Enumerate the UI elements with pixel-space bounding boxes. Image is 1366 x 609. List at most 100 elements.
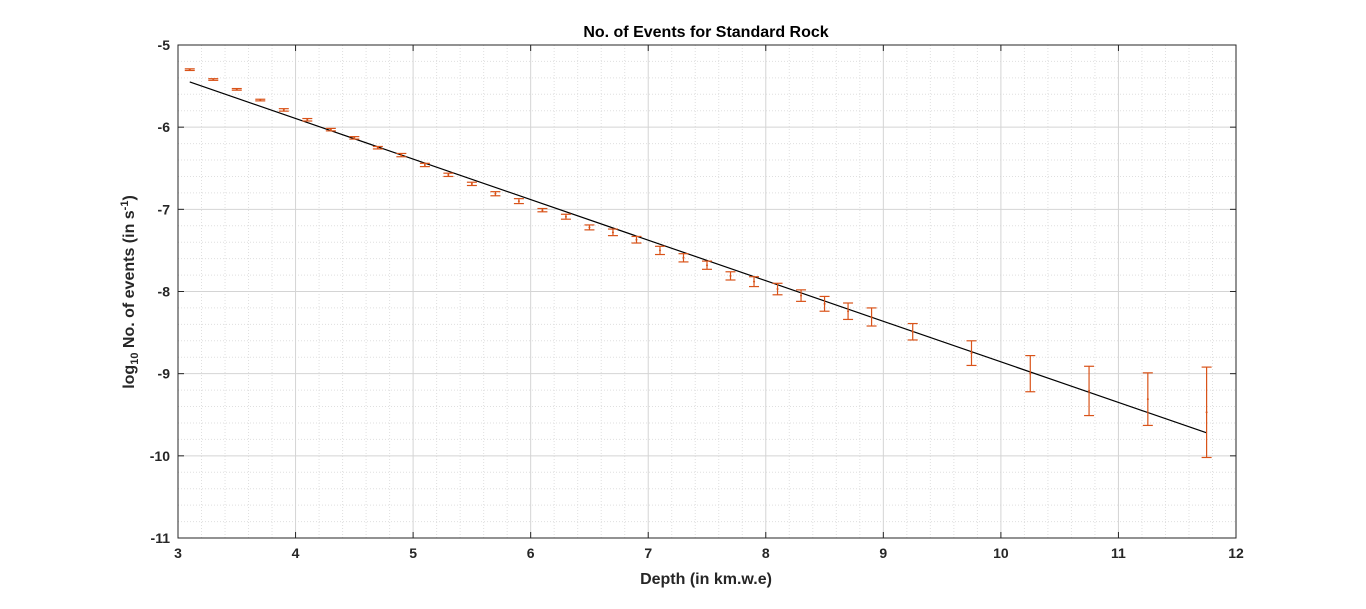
error-bar-point (208, 78, 219, 81)
error-bar-point (325, 127, 336, 132)
error-bar-point (231, 87, 242, 91)
error-bar-point (725, 271, 736, 281)
data-point-marker (1029, 372, 1032, 375)
error-bar-point (866, 307, 877, 327)
data-point-marker (706, 264, 708, 267)
error-bar-point (349, 136, 360, 140)
data-point-marker (306, 118, 309, 121)
data-point-marker (970, 352, 973, 355)
data-point-marker (800, 294, 803, 297)
error-bar-point (396, 152, 407, 158)
x-tick-label: 6 (527, 545, 535, 561)
error-bar-point (678, 253, 689, 263)
data-point-marker (470, 182, 473, 185)
data-point-marker (847, 310, 850, 313)
error-bar-point (372, 145, 383, 150)
error-bar-point (749, 276, 760, 288)
fit-line (189, 81, 1207, 434)
error-bar-point (796, 289, 807, 302)
y-tick-label: -11 (151, 530, 171, 546)
data-point-marker (823, 302, 826, 305)
y-axis-label-main: No. of events (in s (121, 210, 138, 352)
data-point-marker (400, 154, 403, 157)
x-axis-label: Depth (in km.w.e) (640, 571, 772, 588)
error-bar-point (819, 295, 830, 312)
data-point-marker (682, 256, 685, 259)
error-bar-point (584, 224, 595, 231)
data-point-marker (188, 68, 191, 71)
error-bar-point (843, 302, 854, 321)
data-point-marker (376, 146, 379, 149)
x-tick-label: 12 (1228, 545, 1244, 561)
data-point-marker (753, 280, 756, 283)
data-point-marker (259, 99, 262, 102)
data-point-marker (776, 288, 779, 291)
data-point-marker (635, 238, 638, 241)
error-bar-point (490, 191, 501, 197)
error-bar-point (966, 340, 977, 367)
data-point-marker (329, 128, 332, 131)
data-point-marker (1205, 411, 1208, 414)
y-tick-label: -6 (158, 119, 171, 135)
x-tick-label: 5 (409, 545, 417, 561)
error-bar-point (1084, 365, 1095, 417)
data-point-marker (541, 209, 544, 212)
data-point-marker (212, 78, 215, 81)
error-bar-point (631, 235, 642, 244)
error-bar-point (466, 181, 477, 187)
error-bar-point (1025, 354, 1036, 393)
error-bar-point (537, 207, 548, 213)
data-point-marker (235, 88, 238, 91)
data-point-marker (729, 274, 732, 277)
data-point-marker (588, 226, 591, 229)
chart-title: No. of Events for Standard Rock (583, 24, 828, 41)
error-bar-point (513, 198, 524, 205)
data-point-marker (517, 200, 520, 203)
error-bar-point (278, 108, 289, 112)
y-axis-label: log10 No. of events (in s-1) (119, 195, 141, 389)
y-tick-label: -7 (158, 201, 171, 217)
y-axis-label-subscript: 10 (129, 353, 141, 365)
x-tick-label: 3 (174, 545, 182, 561)
x-tick-label: 4 (292, 545, 300, 561)
error-bar-point (1201, 366, 1212, 459)
y-tick-label: -5 (158, 37, 171, 53)
error-bar-point (772, 282, 783, 296)
data-point-marker (282, 108, 285, 111)
data-point-marker (611, 231, 614, 234)
data-point-marker (494, 192, 497, 195)
x-tick-label: 7 (644, 545, 652, 561)
error-bar-point (907, 322, 918, 341)
data-point-marker (1146, 398, 1149, 401)
data-point-marker (658, 249, 661, 252)
error-bar-point (654, 245, 665, 256)
x-tick-label: 8 (762, 545, 770, 561)
y-axis-label-close: ) (121, 195, 138, 200)
data-point-marker (353, 136, 356, 139)
y-tick-label: -8 (158, 284, 171, 300)
y-tick-label: -10 (150, 448, 170, 464)
x-tick-label: 10 (993, 545, 1009, 561)
error-bar-point (255, 98, 266, 102)
data-point-marker (870, 315, 873, 318)
data-point-marker (564, 215, 567, 218)
error-bar-point (302, 117, 313, 122)
error-bar-point (1142, 372, 1153, 427)
error-bar-point (560, 213, 571, 220)
error-bar-point (443, 172, 454, 178)
error-bar-point (607, 228, 618, 237)
y-axis-label-superscript: -1 (119, 201, 131, 211)
error-bar-point (184, 68, 195, 72)
y-axis-label-log: log (121, 365, 138, 389)
data-point-marker (423, 163, 426, 166)
y-tick-label: -9 (158, 366, 171, 382)
data-point-marker (911, 330, 914, 333)
x-tick-label: 11 (1111, 545, 1126, 561)
data-point-marker (447, 173, 450, 176)
error-bar-point (702, 260, 712, 270)
x-tick-label: 9 (879, 545, 887, 561)
data-point-marker (1088, 389, 1091, 392)
error-bar-point (419, 162, 430, 168)
